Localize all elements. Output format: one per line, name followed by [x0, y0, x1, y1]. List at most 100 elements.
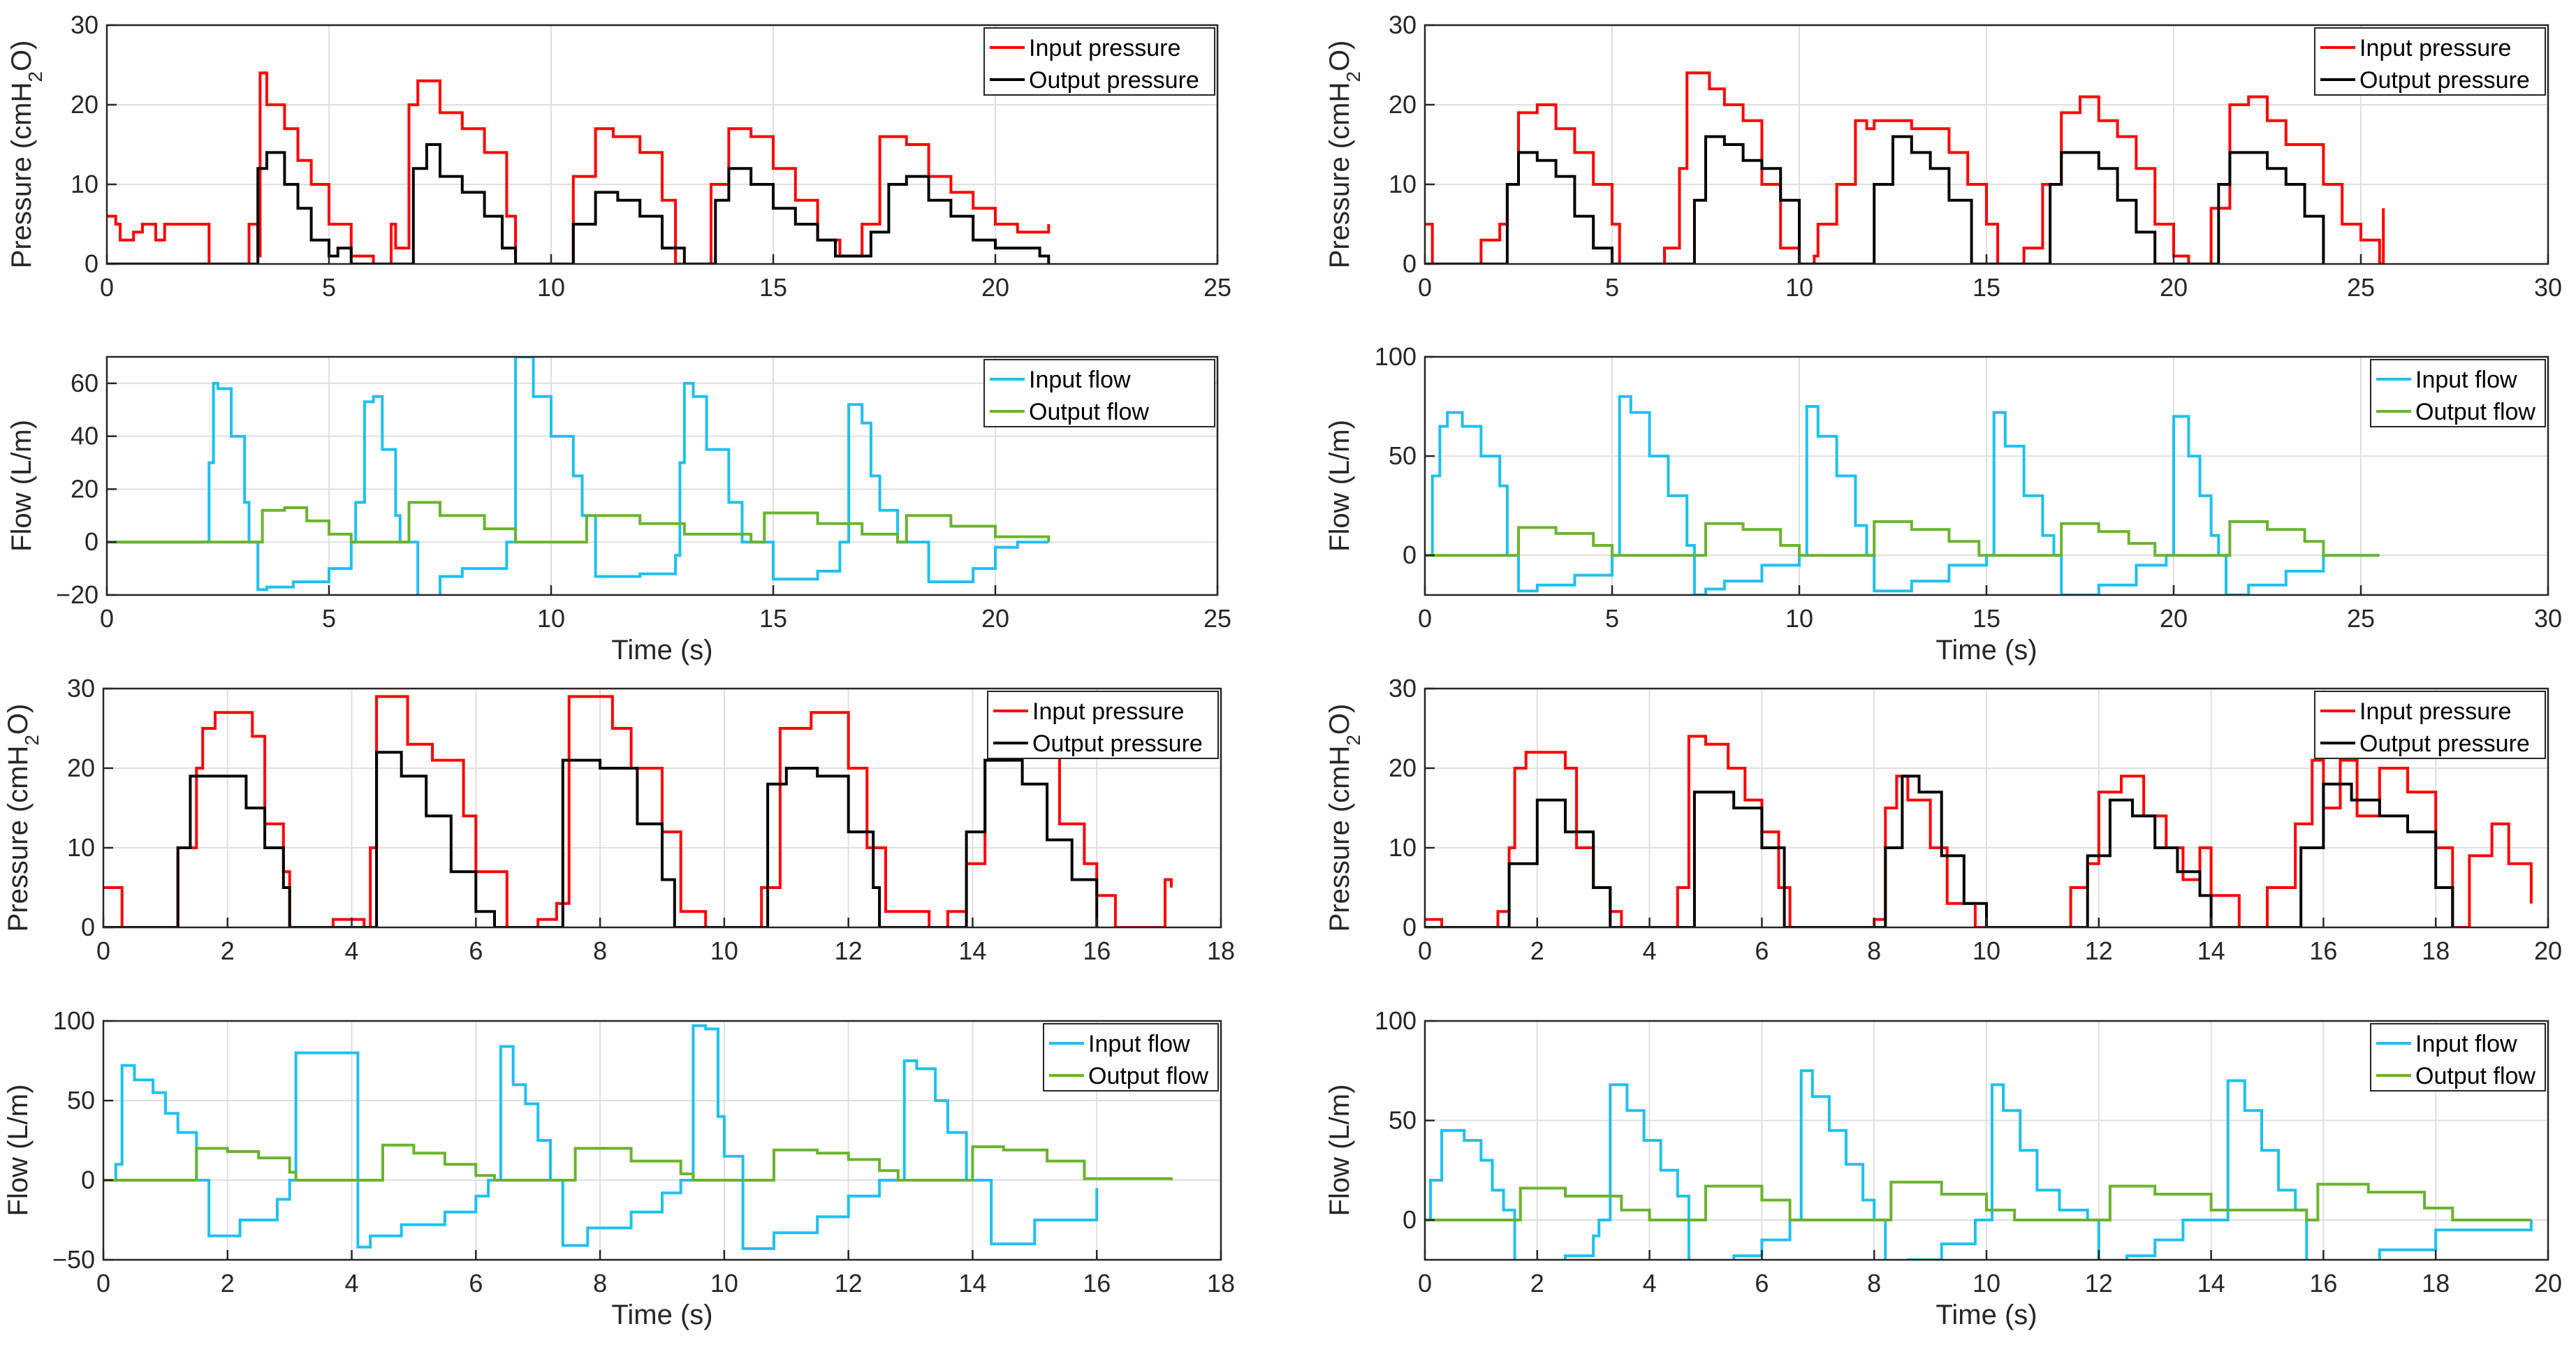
legend-label: Output flow	[1088, 1063, 1208, 1089]
legend-label: Input pressure	[2359, 35, 2511, 61]
legend-label: Input pressure	[1029, 35, 1180, 61]
axes-frame	[102, 1020, 1222, 1261]
x-tick-label: 15	[759, 273, 787, 302]
legend-label: Output pressure	[2359, 730, 2530, 757]
x-tick-label: 14	[958, 936, 986, 965]
legend: Input flow Output flow	[2370, 359, 2546, 427]
y-tick-label: 20	[71, 90, 98, 119]
x-tick-label: 0	[100, 273, 114, 302]
legend: Input pressure Output pressure	[2314, 691, 2546, 759]
y-tick-label: 50	[1389, 1106, 1417, 1135]
y-tick-label: 10	[67, 833, 95, 862]
y-axis-label: Pressure (cmH2O)	[1324, 41, 1364, 269]
output-flow-line	[107, 501, 1051, 544]
y-tick-label: 40	[71, 422, 98, 450]
legend-label: Output flow	[2415, 1063, 2535, 1089]
y-tick-label: 60	[71, 369, 98, 397]
y-tick-label: 30	[1389, 674, 1417, 703]
axes-frame	[105, 355, 1219, 596]
y-tick-label: 100	[53, 1006, 95, 1035]
x-tick-label: 10	[537, 273, 565, 302]
y-tick-label: 30	[1389, 10, 1417, 39]
x-tick-label: 20	[2534, 936, 2562, 965]
y-tick-label: 10	[71, 170, 98, 198]
input-flow-line	[1425, 1069, 2533, 1260]
y-tick-label: 20	[1389, 754, 1417, 782]
legend-label: Input flow	[2415, 1031, 2517, 1057]
legend-box	[983, 359, 1215, 427]
output-pressure-line	[1425, 774, 2454, 927]
y-tick-label: 0	[85, 249, 98, 278]
y-tick-label: 0	[81, 1166, 95, 1194]
x-tick-label: 10	[1785, 604, 1813, 633]
x-tick-label: 6	[469, 1269, 483, 1298]
x-tick-label: 10	[537, 604, 565, 633]
input-flow-line	[107, 357, 1049, 595]
x-tick-label: 12	[2085, 936, 2113, 965]
panel-7: 0 2 4 6 8 10 12 14 16 18 20 0 10 20 30 Pressure (cmH2O)…	[1324, 674, 2562, 965]
y-axis-label: Pressure (cmH2O)	[1324, 704, 1364, 932]
x-tick-label: 0	[1418, 273, 1432, 302]
panel-8: 0 2 4 6 8 10 12 14 16 18 20 0 50 100 Flow (L/m) Time (s…	[1324, 1006, 2562, 1330]
x-tick-label: 16	[1083, 936, 1111, 965]
y-tick-label: −20	[56, 580, 98, 609]
x-tick-label: 20	[2160, 604, 2188, 633]
x-tick-label: 30	[2534, 273, 2562, 302]
y-axis-label: Flow (L/m)	[3, 1085, 34, 1217]
legend-label: Input flow	[1029, 367, 1131, 393]
x-tick-label: 14	[2197, 936, 2225, 965]
x-tick-label: 0	[1418, 1269, 1432, 1298]
x-tick-label: 12	[835, 1269, 863, 1298]
x-tick-label: 10	[1785, 273, 1813, 302]
y-tick-label: 0	[85, 527, 98, 556]
legend-label: Output flow	[2415, 399, 2535, 425]
x-tick-label: 10	[710, 1269, 738, 1298]
y-tick-label: 20	[67, 754, 95, 782]
panel-1: 0 5 10 15 20 25 0 10 20 30 Pressure (cmH2O) Input p…	[6, 10, 1231, 302]
x-tick-label: 0	[1418, 604, 1432, 633]
x-tick-label: 8	[1867, 1269, 1881, 1298]
x-axis-label: Time (s)	[1935, 635, 2037, 666]
x-tick-label: 18	[1207, 1269, 1235, 1298]
input-pressure-line	[1425, 71, 2385, 264]
legend: Input flow Output flow	[983, 359, 1215, 427]
panel-6: 0 5 10 15 20 25 30 0 50 100 Flow (L/m) Time (s) Inpu…	[1324, 342, 2562, 666]
legend-label: Output pressure	[2359, 67, 2530, 94]
y-tick-label: 50	[67, 1086, 95, 1115]
x-tick-label: 0	[96, 1269, 110, 1298]
x-tick-label: 5	[322, 273, 336, 302]
x-tick-label: 4	[1643, 936, 1657, 965]
axes-frame	[102, 687, 1222, 929]
legend-box	[2370, 359, 2546, 427]
x-tick-label: 25	[1203, 273, 1231, 302]
output-flow-line	[1425, 520, 2380, 557]
x-tick-label: 4	[345, 1269, 359, 1298]
y-tick-label: 100	[1375, 342, 1417, 371]
legend: Input flow Output flow	[2370, 1023, 2546, 1092]
x-tick-label: 4	[1643, 1269, 1657, 1298]
x-tick-label: 20	[2160, 273, 2188, 302]
panel-3: 0 2 4 6 8 10 12 14 16 18 0 10 20 30 Pressure (cmH2O) In…	[3, 674, 1235, 965]
y-tick-label: 10	[1389, 833, 1417, 862]
y-tick-label: 0	[1403, 913, 1417, 941]
panel-5: 0 5 10 15 20 25 30 0 10 20 30 Pressure (cmH2O) Input…	[1324, 10, 2562, 302]
axes-frame	[105, 24, 1219, 265]
x-tick-label: 15	[1973, 273, 2000, 302]
y-tick-label: 0	[81, 913, 95, 941]
output-flow-line	[103, 1143, 1173, 1182]
x-tick-label: 16	[1083, 1269, 1111, 1298]
y-tick-label: 20	[71, 474, 98, 503]
y-tick-label: 20	[1389, 90, 1417, 119]
y-tick-label: 50	[1389, 441, 1417, 470]
y-tick-label: 0	[1403, 541, 1417, 569]
legend-label: Input pressure	[2359, 698, 2511, 725]
x-axis-label: Time (s)	[611, 635, 712, 666]
x-tick-label: 0	[96, 936, 110, 965]
x-tick-label: 20	[981, 604, 1009, 633]
x-tick-label: 16	[2309, 936, 2337, 965]
legend: Input flow Output flow	[1043, 1023, 1219, 1092]
output-pressure-line	[103, 751, 1099, 927]
output-flow-line	[1425, 1180, 2531, 1221]
